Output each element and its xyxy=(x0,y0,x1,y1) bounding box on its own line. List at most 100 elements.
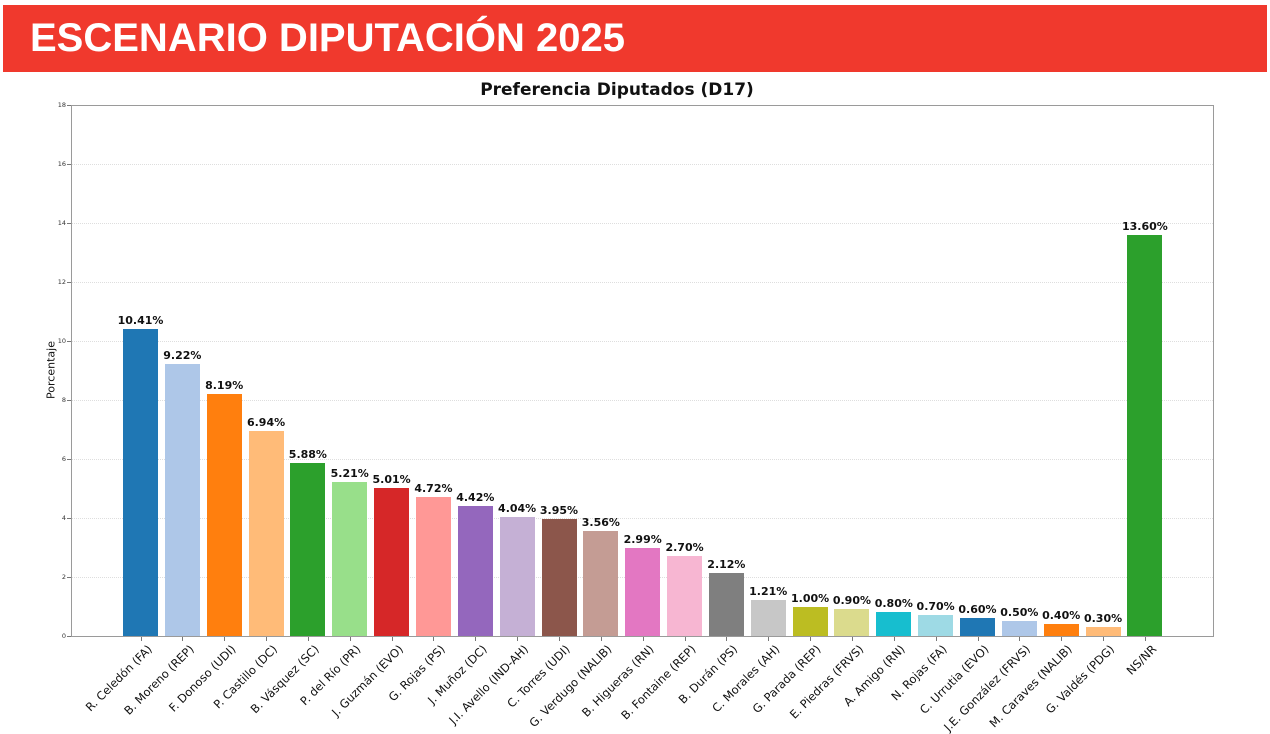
y-tick-label: 2 xyxy=(61,573,66,581)
plot-area xyxy=(71,105,1214,637)
gridline xyxy=(71,459,1213,460)
gridline xyxy=(71,518,1213,519)
bar-value-label: 0.70% xyxy=(916,600,955,614)
page-title: ESCENARIO DIPUTACIÓN 2025 xyxy=(30,16,625,60)
y-axis-label: Porcentaje xyxy=(44,341,58,399)
y-tick-label: 16 xyxy=(57,160,66,168)
bar xyxy=(206,394,242,636)
bar xyxy=(1043,624,1079,636)
x-tick-mark xyxy=(977,637,979,641)
x-tick-mark xyxy=(349,637,351,641)
bar-value-label: 4.42% xyxy=(456,490,495,504)
bar xyxy=(332,482,368,636)
bar-value-label: 0.90% xyxy=(832,594,872,608)
y-tick-mark xyxy=(67,518,71,519)
y-tick-label: 4 xyxy=(61,514,66,522)
x-tick-mark xyxy=(559,637,560,641)
bar xyxy=(667,556,703,636)
x-tick-mark xyxy=(1019,637,1021,641)
bar-value-label: 6.94% xyxy=(246,416,286,430)
x-tick-mark xyxy=(684,637,686,641)
bar-value-label: 0.30% xyxy=(1083,612,1123,626)
x-category-label: NS/NR xyxy=(1123,642,1159,678)
x-category-label: B. Higueras (RN) xyxy=(579,642,657,720)
y-tick-label: 8 xyxy=(61,396,66,404)
y-tick-mark xyxy=(67,459,71,460)
bar xyxy=(625,547,661,636)
x-tick-mark xyxy=(642,637,644,641)
y-tick-mark xyxy=(67,577,71,578)
chart-title: Preferencia Diputados (D17) xyxy=(480,80,754,100)
bar-value-label: 8.19% xyxy=(205,379,244,393)
x-tick-mark xyxy=(266,637,268,641)
x-tick-mark xyxy=(475,637,477,641)
x-tick-mark xyxy=(893,637,895,641)
y-tick-label: 10 xyxy=(57,337,66,345)
x-tick-mark xyxy=(182,637,184,641)
gridline xyxy=(71,223,1213,224)
bar xyxy=(918,615,954,636)
x-tick-mark xyxy=(1103,637,1105,641)
bar-value-label: 3.95% xyxy=(539,504,579,518)
bar xyxy=(123,328,158,636)
bar-value-label: 0.60% xyxy=(958,603,997,617)
bar xyxy=(834,609,870,636)
bar-value-label: 9.22% xyxy=(163,349,202,362)
bar-value-label: 13.60% xyxy=(1121,219,1168,233)
y-tick-label: 6 xyxy=(61,455,66,463)
bar xyxy=(960,618,995,636)
bar xyxy=(708,573,744,636)
bar xyxy=(1127,234,1163,636)
x-tick-mark xyxy=(391,637,393,641)
bar xyxy=(750,600,786,636)
gridline xyxy=(71,400,1213,401)
bar xyxy=(248,431,284,636)
bar xyxy=(1001,621,1037,636)
bar-value-label: 5.01% xyxy=(372,473,411,487)
x-tick-mark xyxy=(600,637,602,641)
bar xyxy=(290,462,326,636)
gridline xyxy=(71,164,1213,165)
bar-value-label: 2.99% xyxy=(623,532,662,546)
bar-value-label: 0.50% xyxy=(1000,606,1039,620)
x-category-label: E. Piedras (FRVS) xyxy=(786,642,866,722)
x-tick-mark xyxy=(433,637,435,641)
x-tick-mark xyxy=(935,637,937,641)
y-tick-mark xyxy=(67,223,71,224)
x-tick-mark xyxy=(726,637,728,641)
x-tick-mark xyxy=(1144,637,1146,641)
bar xyxy=(876,612,912,636)
bar-value-label: 10.41% xyxy=(117,313,164,327)
gridline xyxy=(71,341,1213,342)
x-tick-mark xyxy=(140,637,142,641)
y-tick-mark xyxy=(67,341,71,342)
bar-value-label: 1.21% xyxy=(749,585,788,599)
bar-value-label: 0.80% xyxy=(874,597,913,611)
bar-value-label: 2.70% xyxy=(665,541,704,555)
x-tick-mark xyxy=(1061,637,1063,641)
bar-value-label: 2.12% xyxy=(707,558,746,572)
x-tick-mark xyxy=(307,637,309,641)
bar-value-label: 4.72% xyxy=(414,481,453,495)
x-tick-mark xyxy=(768,637,770,641)
x-tick-mark xyxy=(224,637,226,641)
y-tick-label: 0 xyxy=(61,632,66,640)
y-tick-mark xyxy=(67,400,71,401)
bar xyxy=(499,516,535,636)
gridline xyxy=(71,282,1213,283)
bar xyxy=(792,606,828,636)
bar-value-label: 3.56% xyxy=(581,515,620,529)
bar-value-label: 4.04% xyxy=(498,501,537,515)
y-tick-label: 14 xyxy=(57,219,66,227)
bar-value-label: 1.00% xyxy=(791,591,830,605)
bar-value-label: 5.88% xyxy=(288,447,327,461)
x-tick-mark xyxy=(851,637,853,641)
header-banner: ESCENARIO DIPUTACIÓN 2025 xyxy=(3,5,1267,72)
bar-value-label: 0.40% xyxy=(1042,609,1081,623)
y-tick-label: 18 xyxy=(57,101,66,109)
y-tick-mark xyxy=(67,282,71,283)
bar xyxy=(457,505,493,636)
bar xyxy=(164,364,200,636)
x-category-label: B. Fontaine (REP) xyxy=(618,642,699,723)
